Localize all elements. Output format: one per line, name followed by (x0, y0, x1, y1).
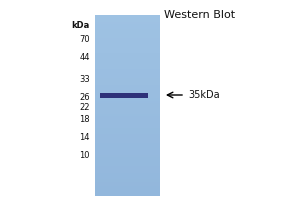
Bar (95, 17, 160, 20)
Bar (95, 154, 160, 157)
Bar (95, 49, 160, 51)
Bar (95, 186, 160, 189)
Bar (95, 80, 160, 83)
Bar (95, 28, 160, 31)
Bar (95, 159, 160, 162)
Text: 33: 33 (79, 75, 90, 84)
Bar (95, 188, 160, 191)
Text: 70: 70 (80, 36, 90, 45)
Bar (95, 184, 160, 186)
Text: 44: 44 (80, 53, 90, 62)
Bar (95, 107, 160, 110)
Bar (95, 179, 160, 182)
Bar (95, 114, 160, 117)
Bar (95, 31, 160, 33)
Bar (95, 62, 160, 65)
Bar (95, 15, 160, 18)
Bar (95, 103, 160, 106)
Bar (95, 38, 160, 40)
Bar (95, 105, 160, 108)
Text: 10: 10 (80, 150, 90, 160)
Bar (95, 20, 160, 22)
Bar (95, 69, 160, 72)
Bar (95, 55, 160, 58)
Bar (95, 40, 160, 43)
Bar (95, 152, 160, 155)
Bar (95, 85, 160, 88)
Bar (95, 143, 160, 146)
Bar (95, 116, 160, 119)
Text: 35kDa: 35kDa (188, 90, 220, 100)
Bar (95, 164, 160, 166)
Bar (95, 46, 160, 49)
Bar (95, 182, 160, 184)
Bar (95, 172, 160, 175)
Bar (95, 100, 160, 103)
Bar (95, 33, 160, 36)
Bar (95, 24, 160, 27)
Bar (95, 128, 160, 130)
Bar (95, 64, 160, 67)
Text: 14: 14 (80, 132, 90, 142)
Bar (95, 58, 160, 60)
Bar (95, 96, 160, 99)
Bar (95, 67, 160, 70)
Bar (95, 51, 160, 54)
Bar (95, 141, 160, 144)
Bar (95, 139, 160, 142)
Bar (95, 60, 160, 63)
Bar (100, 92, 148, 98)
Bar (95, 130, 160, 132)
Bar (95, 73, 160, 76)
Bar (95, 148, 160, 150)
Bar (95, 87, 160, 90)
Bar (95, 125, 160, 128)
Bar (95, 53, 160, 56)
Bar (95, 98, 160, 101)
Bar (95, 22, 160, 24)
Bar (95, 132, 160, 135)
Bar (95, 193, 160, 196)
Bar (95, 134, 160, 137)
Bar (95, 94, 160, 97)
Bar (95, 170, 160, 173)
Bar (95, 175, 160, 178)
Text: 26: 26 (80, 92, 90, 102)
Bar (95, 168, 160, 171)
Bar (95, 92, 160, 94)
Bar (95, 26, 160, 29)
Bar (95, 112, 160, 114)
Bar (95, 78, 160, 81)
Bar (95, 123, 160, 126)
Text: 18: 18 (80, 116, 90, 124)
Bar (95, 89, 160, 92)
Bar (95, 42, 160, 45)
Bar (95, 161, 160, 164)
Bar (95, 44, 160, 47)
Bar (95, 118, 160, 121)
Bar (95, 150, 160, 153)
Bar (95, 166, 160, 168)
Bar (95, 71, 160, 74)
Bar (95, 82, 160, 85)
Bar (95, 35, 160, 38)
Bar (95, 146, 160, 148)
Text: 22: 22 (80, 102, 90, 112)
Text: Western Blot: Western Blot (164, 10, 236, 20)
Bar (95, 110, 160, 112)
Bar (95, 157, 160, 160)
Bar (95, 136, 160, 139)
Bar (95, 190, 160, 193)
Text: kDa: kDa (72, 21, 90, 29)
Bar (95, 177, 160, 180)
Bar (95, 76, 160, 78)
Bar (95, 121, 160, 123)
